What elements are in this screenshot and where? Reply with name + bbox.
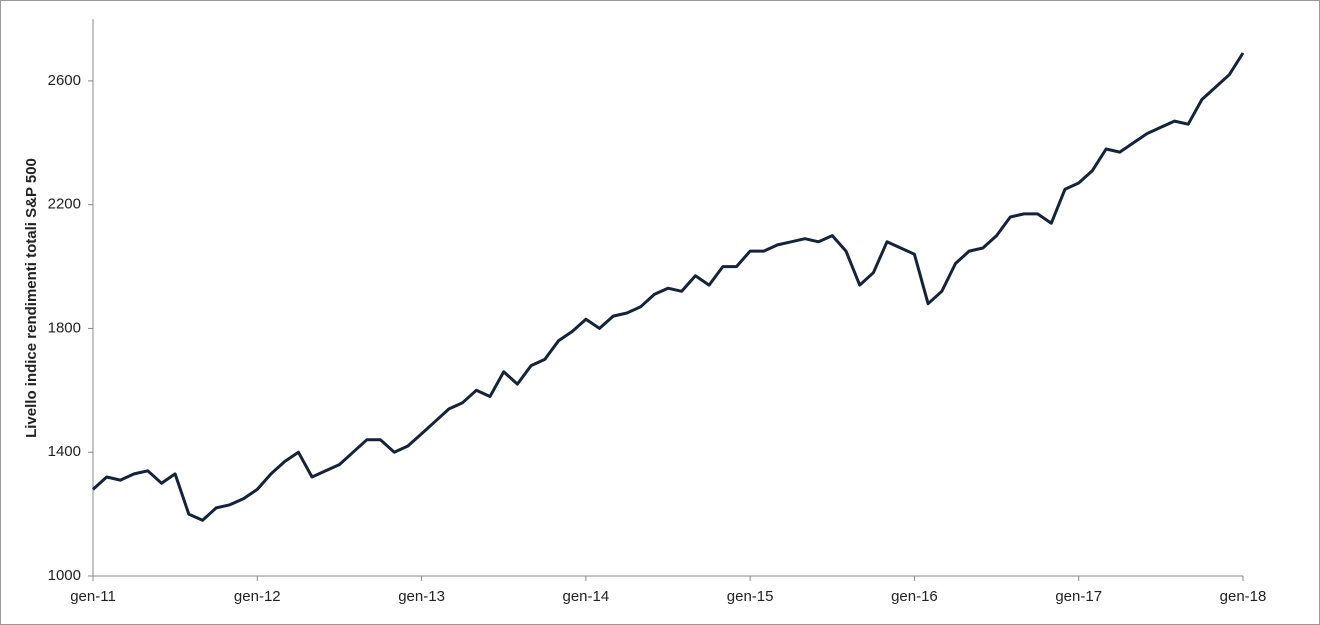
x-tick-label: gen-18 [1220,588,1267,605]
x-tick-label: gen-13 [398,588,445,605]
x-tick-label: gen-17 [1055,588,1102,605]
y-tick-label: 2200 [48,196,81,213]
x-tick-label: gen-14 [562,588,609,605]
y-axis-title: Livello indice rendimenti totali S&P 500 [23,158,40,438]
y-tick-label: 2600 [48,72,81,89]
x-tick-label: gen-15 [727,588,774,605]
line-series [91,52,1245,522]
x-tick-label: gen-12 [234,588,281,605]
y-tick-label: 1400 [48,443,81,460]
y-tick-label: 1000 [48,567,81,584]
y-tick-label: 1800 [48,319,81,336]
x-tick-label: gen-16 [891,588,938,605]
x-tick-label: gen-11 [70,588,116,605]
